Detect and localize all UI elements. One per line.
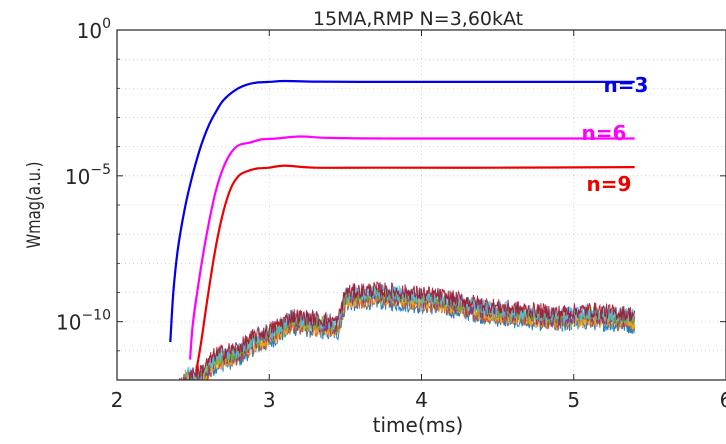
series-line-n-3 bbox=[169, 79, 635, 343]
series-label: n=9 bbox=[587, 172, 632, 196]
x-tick-label: 2 bbox=[111, 388, 124, 412]
chart-title: 15MA,RMP N=3,60kAt bbox=[313, 8, 523, 30]
noise-series-line bbox=[188, 281, 636, 380]
x-tick-label: 4 bbox=[415, 388, 428, 412]
x-tick-label: 5 bbox=[567, 388, 580, 412]
series-label: n=6 bbox=[582, 121, 627, 145]
series-label: n=3 bbox=[604, 73, 649, 97]
y-tick-label: 100 bbox=[77, 16, 111, 43]
x-axis-label: time(ms) bbox=[373, 413, 464, 437]
x-tick-label: 3 bbox=[263, 388, 276, 412]
series-labels: n=3 n=6 n=9 bbox=[582, 73, 649, 196]
series-line-n-9 bbox=[195, 164, 635, 372]
labels: 15MA,RMP N=3,60kAt time(ms) Wmag(a.u.) bbox=[23, 8, 523, 437]
x-tick-label: 6 bbox=[720, 388, 726, 412]
series-line-n-6 bbox=[189, 135, 635, 360]
y-axis-label: Wmag(a.u.) bbox=[23, 162, 45, 249]
series-group bbox=[169, 79, 635, 372]
noise-series-group bbox=[178, 281, 636, 380]
ticks: 2 3 4 5 6 100 10−5 10−10 bbox=[56, 16, 726, 412]
y-tick-label: 10−10 bbox=[56, 308, 111, 335]
y-tick-label: 10−5 bbox=[65, 162, 111, 189]
